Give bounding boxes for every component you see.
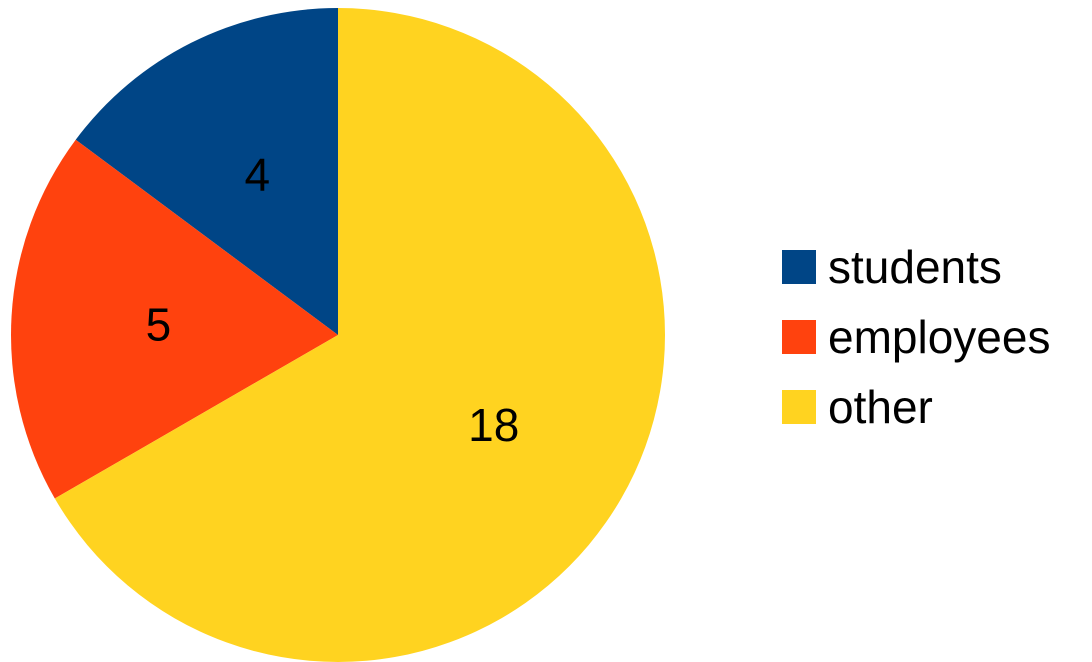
legend-swatch-employees xyxy=(782,320,816,354)
data-label-employees: 5 xyxy=(146,299,172,351)
data-label-students: 4 xyxy=(244,148,270,200)
legend-swatch-other xyxy=(782,390,816,424)
data-label-other: 18 xyxy=(468,399,519,451)
legend: students employees other xyxy=(782,241,1050,433)
pie-slice-employees xyxy=(11,139,338,499)
pie-data-labels: 4 5 18 xyxy=(146,148,520,451)
pie-slices xyxy=(11,8,665,662)
legend-label-employees: employees xyxy=(828,311,1050,363)
legend-swatch-students xyxy=(782,250,816,284)
legend-label-other: other xyxy=(828,381,933,433)
pie-slice-students xyxy=(75,8,339,335)
pie-slice-other xyxy=(54,8,665,662)
legend-label-students: students xyxy=(828,241,1002,293)
